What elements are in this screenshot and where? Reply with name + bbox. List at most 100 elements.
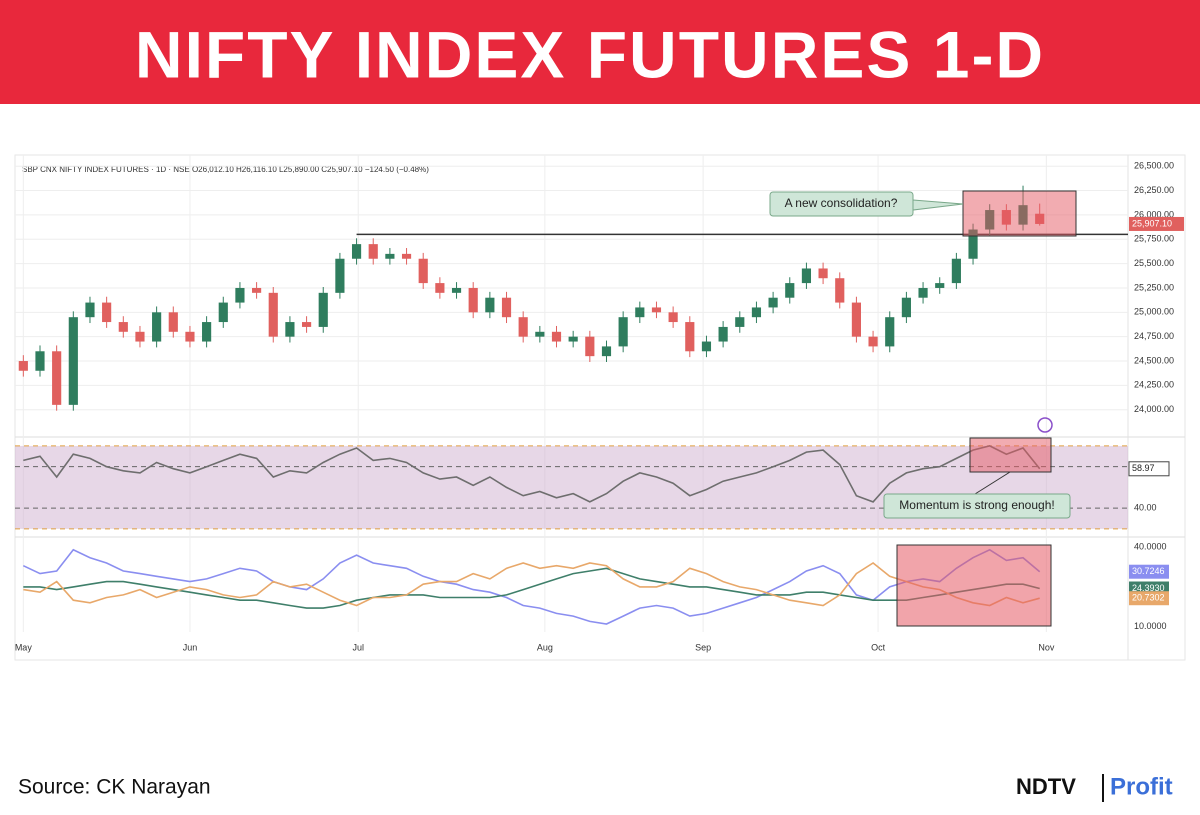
candle-body xyxy=(368,244,378,259)
candle-body xyxy=(451,287,462,293)
candle-body xyxy=(918,287,928,298)
value-label: 20.7302 xyxy=(1132,593,1165,603)
last-price-box xyxy=(1129,216,1184,231)
header-title: NIFTY INDEX FUTURES 1-D xyxy=(135,17,1045,91)
candle-body xyxy=(601,346,612,357)
highlight-box xyxy=(962,190,1077,237)
source-text: Source: CK Narayan xyxy=(18,776,211,799)
y-tick-label: 10.0000 xyxy=(1134,621,1167,631)
value-label-box xyxy=(1128,461,1170,477)
candle-body xyxy=(901,297,911,318)
candle-body xyxy=(751,307,762,318)
candle-body xyxy=(951,258,961,284)
candle-body xyxy=(468,287,478,313)
y-tick-label: 24,500.00 xyxy=(1134,355,1174,365)
candle-body xyxy=(768,297,778,308)
indicator-line xyxy=(23,445,1041,503)
candle-body xyxy=(935,283,945,288)
candle-body xyxy=(568,336,578,342)
callout-text: A new consolidation? xyxy=(785,196,898,210)
candle-body xyxy=(301,322,312,327)
value-label-box xyxy=(1129,564,1169,579)
candle-body xyxy=(818,268,828,279)
candle-body xyxy=(518,317,528,337)
candle-body xyxy=(118,322,128,332)
candle-body xyxy=(318,292,328,327)
candle-body xyxy=(551,331,562,342)
candle-body xyxy=(52,351,62,405)
x-tick-label: May xyxy=(15,642,33,652)
candle-body xyxy=(401,253,412,259)
candle-body xyxy=(868,336,878,347)
candle-body xyxy=(202,322,212,342)
candle-body xyxy=(835,278,845,303)
value-label: 58.97 xyxy=(1132,463,1155,473)
y-tick-label: 25,750.00 xyxy=(1134,234,1174,244)
event-icon xyxy=(1037,417,1053,433)
last-price-label: 25,907.10 xyxy=(1132,218,1172,228)
candle-body xyxy=(385,253,395,259)
candle-body xyxy=(801,268,812,284)
y-tick-label: 25,500.00 xyxy=(1134,258,1174,268)
highlight-box xyxy=(969,437,1052,473)
y-tick-label: 26,500.00 xyxy=(1134,161,1174,171)
callout-text: Momentum is strong enough! xyxy=(899,498,1054,512)
candle-body xyxy=(701,341,712,352)
highlight-box xyxy=(896,544,1052,627)
candle-body xyxy=(168,312,178,332)
candle-body xyxy=(785,283,795,298)
chart-legend: SBP CNX NIFTY INDEX FUTURES · 1D · NSE O… xyxy=(22,165,429,174)
y-tick-label: 25,000.00 xyxy=(1134,307,1174,317)
candle-body xyxy=(18,361,28,371)
candle-body xyxy=(735,317,745,327)
candle-body xyxy=(135,331,145,342)
callout-box xyxy=(769,191,914,217)
candle-body xyxy=(85,302,95,318)
candle-body xyxy=(35,351,45,371)
logo-profit: Profit xyxy=(1110,773,1173,800)
x-tick-label: Oct xyxy=(871,642,886,652)
candle-body xyxy=(885,317,895,347)
indicator-line xyxy=(23,567,1040,609)
header-band xyxy=(0,0,1200,104)
y-tick-label: 24,000.00 xyxy=(1134,404,1174,414)
candle-body xyxy=(68,317,78,405)
candle-body xyxy=(718,326,728,342)
y-tick-label: 40.00 xyxy=(1134,502,1157,512)
candle-body xyxy=(968,229,978,259)
x-tick-label: Jun xyxy=(183,642,198,652)
candle-body xyxy=(335,258,345,293)
candle-body xyxy=(152,312,162,342)
candle-body xyxy=(635,307,645,318)
y-tick-label: 24,250.00 xyxy=(1134,380,1174,390)
candle-body xyxy=(618,317,628,347)
value-label: 30.7246 xyxy=(1132,566,1165,576)
candle-body xyxy=(651,307,662,313)
x-tick-label: Nov xyxy=(1038,642,1055,652)
candle-body xyxy=(268,292,278,337)
candle-body xyxy=(585,336,595,357)
candle-body xyxy=(252,287,262,293)
candle-body xyxy=(285,322,295,337)
callout-box xyxy=(883,493,1071,519)
y-tick-label: 25,250.00 xyxy=(1134,282,1174,292)
candle-body xyxy=(102,302,112,323)
callout-line xyxy=(974,471,1011,495)
candle-body xyxy=(435,283,445,293)
value-label: 24.3930 xyxy=(1132,583,1165,593)
value-label-box xyxy=(1129,591,1169,606)
y-tick-label: 26,000.00 xyxy=(1134,209,1174,219)
x-tick-label: Jul xyxy=(352,642,364,652)
candle-body xyxy=(685,322,695,352)
candle-body xyxy=(485,297,495,313)
indicator-line xyxy=(23,562,1040,607)
logo-ndtv: NDTV xyxy=(1016,774,1076,799)
candle-body xyxy=(418,258,428,284)
candle-body xyxy=(668,312,678,323)
y-tick-label: 24,750.00 xyxy=(1134,331,1174,341)
x-tick-label: Sep xyxy=(695,642,711,652)
y-tick-label: 40.0000 xyxy=(1134,541,1167,551)
candle-body xyxy=(535,331,545,337)
candle-body xyxy=(218,302,228,323)
candle-body xyxy=(851,302,861,337)
